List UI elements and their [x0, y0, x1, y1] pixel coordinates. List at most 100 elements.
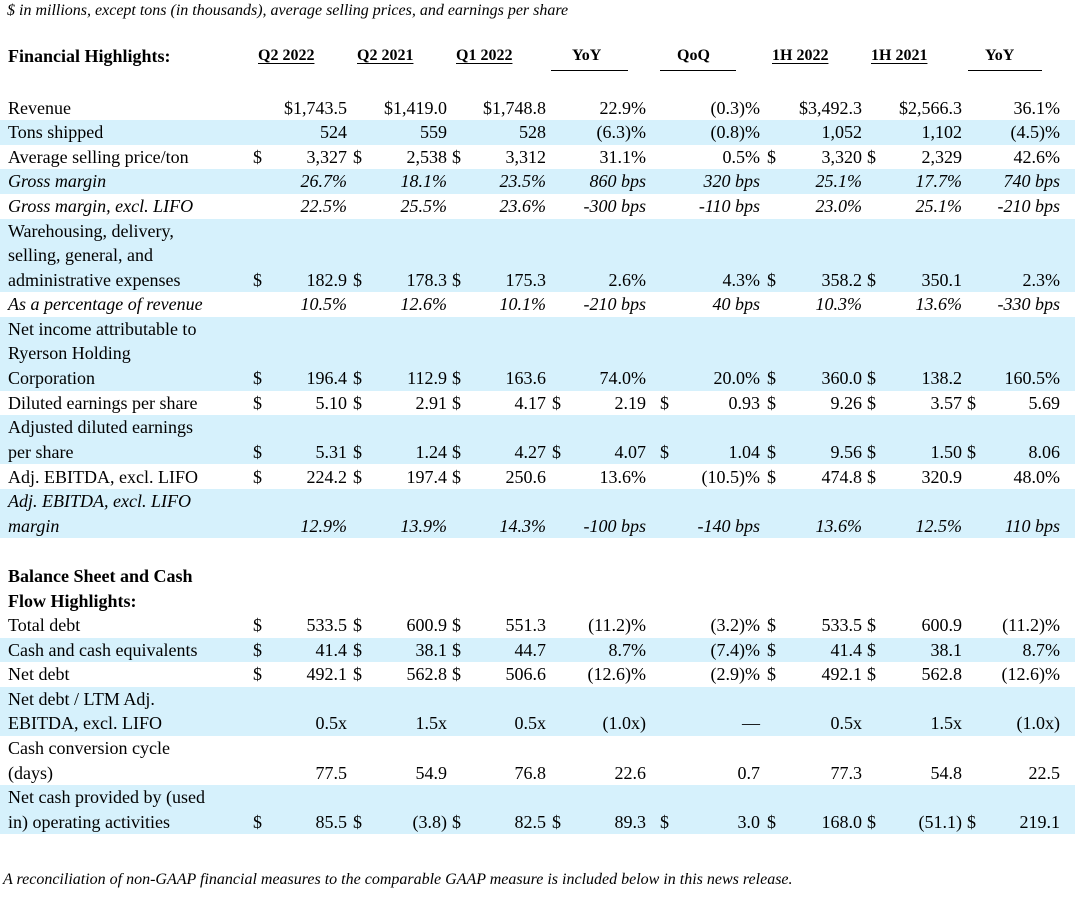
cell-value: 4.27 [514, 441, 547, 462]
currency-symbol: $ [867, 441, 876, 462]
cell-value: 1.24 [415, 441, 448, 462]
cell-value: $3,492.3 [799, 97, 862, 118]
row-label: Net debt / LTM Adj. [8, 688, 155, 709]
cell-value: 10.1% [499, 294, 547, 315]
financial-row: Warehousing, delivery, selling, general, … [0, 218, 1080, 293]
cell-value: 2,329 [921, 146, 963, 167]
row-label: Gross margin, excl. LIFO [8, 195, 194, 216]
cell-value: 9.56 [830, 441, 863, 462]
row-label: Adj. EBITDA, excl. LIFO [8, 491, 191, 512]
row-label: Corporation [8, 368, 95, 389]
balance-row: Net debt $492.1 $562.8 $506.6 (12.6)% (2.9)% $… [0, 662, 1080, 687]
cell-value: 320.9 [921, 466, 963, 487]
currency-symbol: $ [767, 441, 776, 462]
currency-symbol: $ [253, 392, 262, 413]
currency-symbol: $ [767, 269, 776, 290]
cell-value: 5.69 [1028, 392, 1061, 413]
cell-value: 178.3 [406, 269, 448, 290]
cell-value: 76.8 [514, 762, 547, 783]
row-shading [0, 316, 1075, 391]
cell-value: 13.6% [815, 515, 863, 536]
currency-symbol: $ [552, 811, 561, 832]
cell-value: $2,566.3 [899, 97, 962, 118]
yoy-1h-header-rule [968, 70, 1042, 71]
cell-value: -100 bps [583, 515, 647, 536]
currency-symbol: $ [353, 615, 362, 635]
cell-value: 175.3 [505, 269, 547, 290]
cell-value: 0.7 [737, 762, 761, 783]
row-shading [0, 489, 1075, 539]
financial-row: Net income attributable to Ryerson Holdin… [0, 316, 1080, 391]
balance-row: Net cash provided by (used in) operating … [0, 785, 1080, 835]
cell-value: (0.8)% [710, 122, 760, 143]
financial-row: Adj. EBITDA, excl. LIFO $224.2 $197.4 $250.… [0, 465, 1080, 490]
currency-symbol: $ [452, 639, 461, 660]
cell-value: 110 bps [1004, 515, 1060, 536]
cell-value: 5.31 [315, 441, 348, 462]
row-shading [0, 686, 1075, 736]
currency-symbol: $ [660, 392, 669, 413]
col-header-yoy-1h: YoY [985, 47, 1015, 64]
cell-value: (2.9)% [710, 664, 760, 685]
balance-sheet-title-line1: Balance Sheet and Cash [8, 566, 193, 586]
currency-symbol: $ [452, 664, 461, 685]
cell-value: $1,419.0 [384, 97, 447, 118]
row-label: Net cash provided by (used [8, 787, 205, 808]
row-label: Net debt [8, 664, 70, 685]
balance-row: Cash and cash equivalents $41.4 $38.1 $44.7… [0, 637, 1080, 663]
cell-value: (7.4)% [710, 639, 760, 660]
row-label: Adjusted diluted earnings [8, 417, 193, 438]
reconciliation-note: A reconciliation of non-GAAP financial m… [3, 871, 793, 888]
cell-value: 0.93 [728, 392, 761, 413]
cell-value: 492.1 [306, 664, 348, 685]
cell-value: 23.0% [815, 195, 863, 216]
cell-value: 31.1% [599, 146, 647, 167]
row-label: administrative expenses [8, 269, 181, 290]
row-label: Adj. EBITDA, excl. LIFO [8, 466, 198, 487]
cell-value: 320 bps [703, 171, 760, 192]
cell-value: (10.5)% [701, 466, 760, 487]
yoy-header-rule [551, 70, 628, 71]
currency-symbol: $ [253, 441, 262, 462]
balance-row: Cash conversion cycle (days) 77.5 54.9 76.8 2… [0, 736, 1080, 785]
currency-symbol: $ [452, 615, 461, 635]
cell-value: (1.0x) [602, 713, 647, 734]
balance-sheet-title-line2: Flow Highlights: [8, 591, 137, 611]
cell-value: 8.06 [1028, 441, 1061, 462]
cell-value: 36.1% [1013, 97, 1061, 118]
row-label: Cash conversion cycle [8, 738, 170, 758]
row-shading [0, 415, 1075, 465]
currency-symbol: $ [552, 392, 561, 413]
row-label: (days) [8, 762, 53, 783]
cell-value: 182.9 [306, 269, 348, 290]
cell-value: 600.9 [921, 615, 963, 635]
currency-symbol: $ [353, 639, 362, 660]
currency-symbol: $ [552, 441, 561, 462]
currency-symbol: $ [767, 639, 776, 660]
cell-value: 559 [420, 122, 447, 143]
qoq-header-rule [660, 70, 736, 71]
currency-symbol: $ [353, 392, 362, 413]
row-label: EBITDA, excl. LIFO [8, 713, 162, 734]
cell-value: 163.6 [505, 368, 547, 389]
currency-symbol: $ [867, 146, 876, 167]
currency-symbol: $ [767, 392, 776, 413]
cell-value: 3.0 [737, 811, 761, 832]
currency-symbol: $ [867, 392, 876, 413]
currency-symbol: $ [452, 269, 461, 290]
cell-value: 20.0% [713, 368, 761, 389]
financial-row: Adj. EBITDA, excl. LIFO margin 12.9% 13.9% 1… [0, 489, 1080, 539]
currency-symbol: $ [253, 466, 262, 487]
cell-value: 3,320 [821, 146, 863, 167]
currency-symbol: $ [967, 392, 976, 413]
col-header-1h-2022: 1H 2022 [772, 47, 829, 64]
cell-value: (12.6)% [1001, 664, 1060, 685]
cell-value: 12.9% [300, 515, 348, 536]
cell-value: 18.1% [400, 171, 448, 192]
cell-value: 197.4 [406, 466, 448, 487]
cell-value: 492.1 [821, 664, 863, 685]
cell-value: 41.4 [830, 639, 863, 660]
currency-symbol: $ [867, 639, 876, 660]
cell-value: 85.5 [315, 811, 348, 832]
row-shading [0, 120, 1075, 145]
